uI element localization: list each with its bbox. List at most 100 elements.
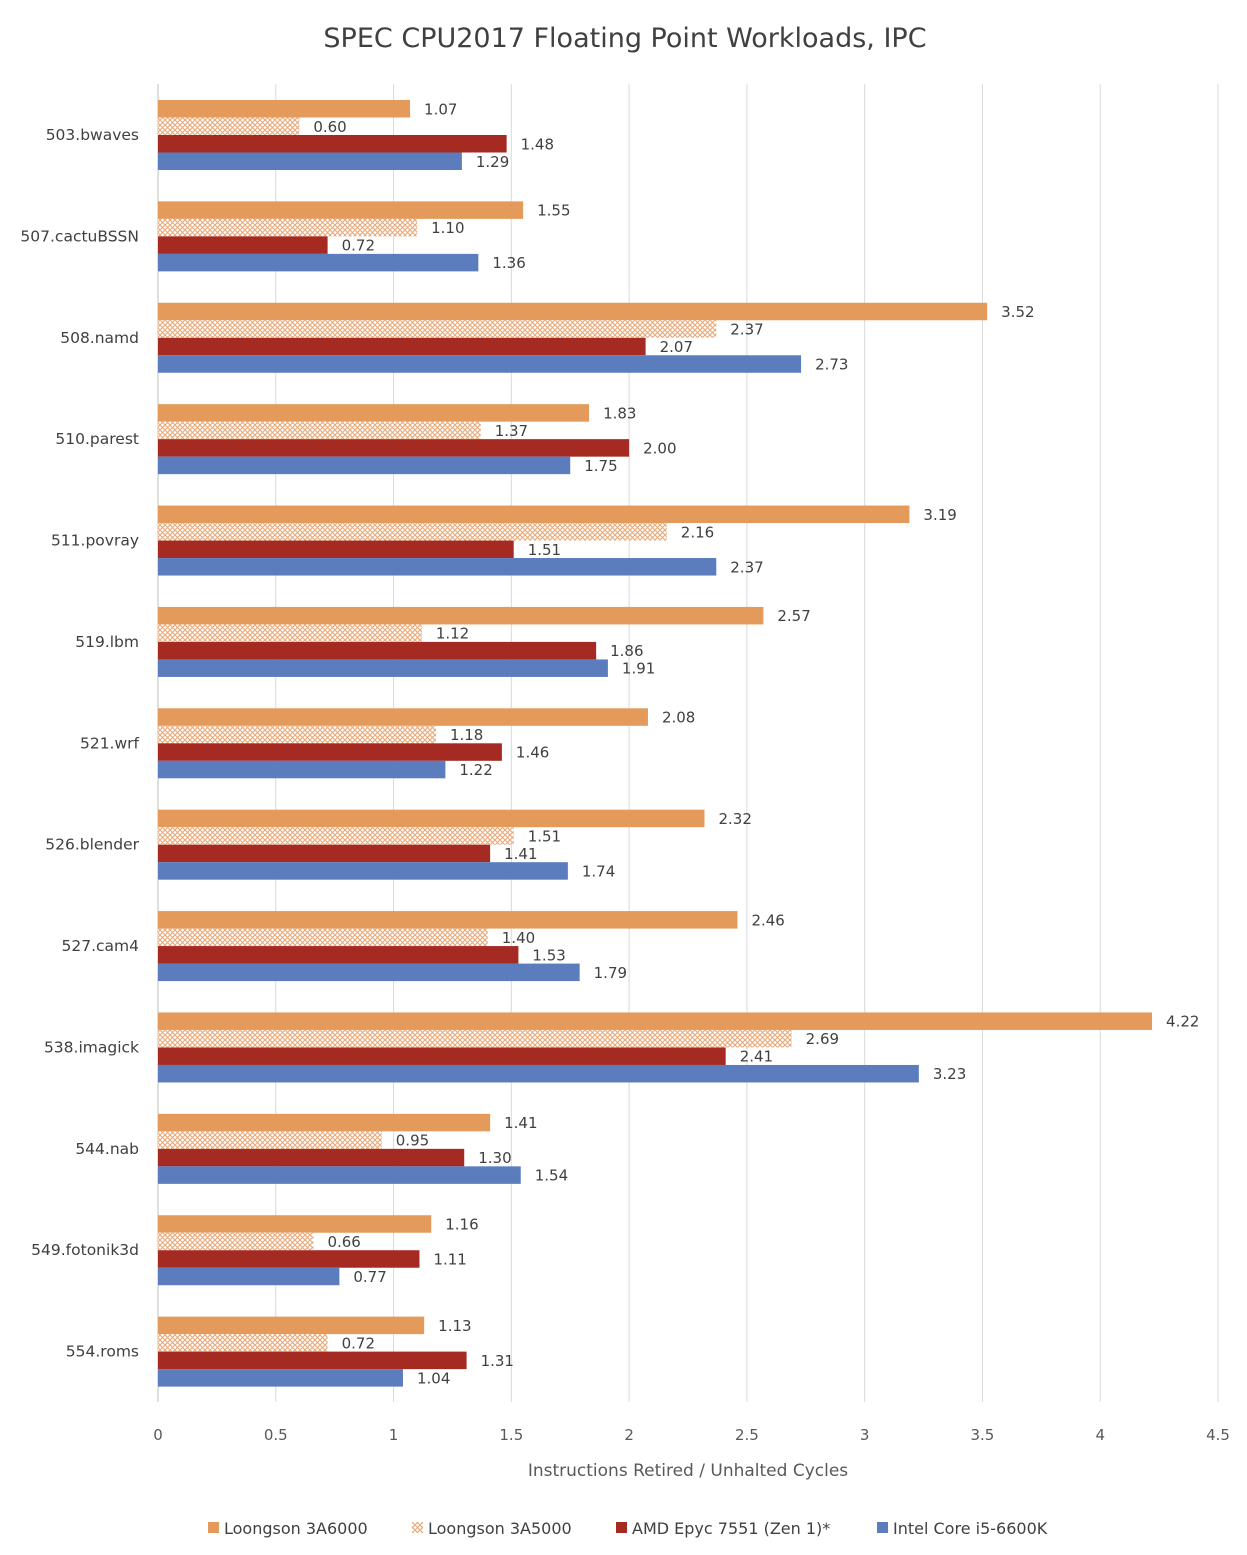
value-label-526-blender-amd-epyc-7551-zen-1: 1.41	[504, 845, 537, 863]
value-label-554-roms-intel-core-i5-6600k: 1.04	[417, 1369, 450, 1387]
bar-526-blender-loongson-3a5000	[158, 827, 514, 845]
bar-538-imagick-intel-core-i5-6600k	[158, 1064, 919, 1083]
legend: Loongson 3A6000 Loongson 3A5000 AMD Epyc 7…	[208, 1519, 1048, 1538]
bar-521-wrf-amd-epyc-7551-zen-1	[158, 743, 502, 761]
x-tick-label: 1.5	[499, 1426, 523, 1444]
value-label-527-cam4-amd-epyc-7551-zen-1: 1.53	[532, 946, 565, 964]
x-tick-label: 4.5	[1206, 1426, 1230, 1444]
value-label-521-wrf-intel-core-i5-6600k: 1.22	[459, 761, 492, 779]
category-label-526-blender: 526.blender	[45, 836, 139, 854]
x-tick-label: 2.5	[735, 1426, 759, 1444]
bar-544-nab-intel-core-i5-6600k	[158, 1166, 521, 1184]
value-label-510-parest-loongson-3a5000: 1.37	[495, 422, 528, 440]
value-label-507-cactubssn-intel-core-i5-6600k: 1.36	[492, 254, 525, 272]
category-label-508-namd: 508.namd	[60, 329, 139, 347]
bar-519-lbm-intel-core-i5-6600k	[158, 659, 608, 677]
value-label-521-wrf-loongson-3a6000: 2.08	[662, 709, 695, 727]
bar-526-blender-loongson-3a6000	[158, 809, 705, 828]
value-label-538-imagick-loongson-3a6000: 4.22	[1166, 1013, 1199, 1031]
category-label-538-imagick: 538.imagick	[44, 1038, 139, 1056]
bar-549-fotonik3d-loongson-3a5000	[158, 1232, 314, 1251]
bar-507-cactubssn-amd-epyc-7551-zen-1	[158, 236, 328, 254]
value-label-507-cactubssn-loongson-3a6000: 1.55	[537, 202, 570, 220]
bar-554-roms-amd-epyc-7551-zen-1	[158, 1351, 467, 1370]
value-label-503-bwaves-amd-epyc-7551-zen-1: 1.48	[521, 135, 554, 153]
value-label-527-cam4-loongson-3a6000: 2.46	[751, 911, 784, 929]
bar-510-parest-loongson-3a6000	[158, 404, 590, 422]
legend-label-amd-epyc-7551-zen-1: AMD Epyc 7551 (Zen 1)*	[632, 1519, 830, 1538]
value-label-544-nab-intel-core-i5-6600k: 1.54	[535, 1167, 568, 1185]
x-tick-label: 2	[624, 1426, 634, 1444]
value-label-511-povray-loongson-3a5000: 2.16	[681, 523, 714, 541]
value-label-526-blender-loongson-3a6000: 2.32	[718, 810, 751, 828]
bar-538-imagick-loongson-3a5000	[158, 1029, 792, 1048]
bar-526-blender-intel-core-i5-6600k	[158, 862, 568, 880]
bar-549-fotonik3d-intel-core-i5-6600k	[158, 1267, 340, 1286]
legend-label-intel-core-i5-6600k: Intel Core i5-6600K	[893, 1519, 1048, 1538]
x-tick-label: 4	[1095, 1426, 1105, 1444]
bar-527-cam4-loongson-3a6000	[158, 911, 738, 929]
value-label-519-lbm-intel-core-i5-6600k: 1.91	[622, 660, 655, 678]
bar-507-cactubssn-loongson-3a6000	[158, 201, 524, 219]
value-label-508-namd-loongson-3a6000: 3.52	[1001, 303, 1034, 321]
bar-527-cam4-intel-core-i5-6600k	[158, 963, 580, 982]
bar-544-nab-amd-epyc-7551-zen-1	[158, 1148, 465, 1167]
value-label-519-lbm-loongson-3a6000: 2.57	[777, 607, 810, 625]
bar-510-parest-loongson-3a5000	[158, 421, 481, 440]
value-label-544-nab-amd-epyc-7551-zen-1: 1.30	[478, 1149, 511, 1167]
category-label-554-roms: 554.roms	[66, 1343, 139, 1361]
category-label-521-wrf: 521.wrf	[80, 734, 140, 752]
legend-swatch-amd-epyc-7551-zen-1	[616, 1522, 627, 1533]
value-label-544-nab-loongson-3a6000: 1.41	[504, 1114, 537, 1132]
bar-510-parest-amd-epyc-7551-zen-1	[158, 439, 630, 457]
legend-label-loongson-3a6000: Loongson 3A6000	[224, 1519, 368, 1538]
bar-503-bwaves-loongson-3a5000	[158, 117, 300, 135]
bar-521-wrf-loongson-3a5000	[158, 725, 436, 744]
bar-554-roms-loongson-3a6000	[158, 1316, 425, 1335]
value-label-511-povray-loongson-3a6000: 3.19	[923, 506, 956, 524]
legend-swatch-loongson-3a5000	[412, 1522, 423, 1533]
category-label-511-povray: 511.povray	[51, 532, 139, 550]
value-label-538-imagick-amd-epyc-7551-zen-1: 2.41	[740, 1048, 773, 1066]
x-tick-label: 3.5	[971, 1426, 995, 1444]
legend-swatch-intel-core-i5-6600k	[877, 1522, 888, 1533]
value-label-549-fotonik3d-amd-epyc-7551-zen-1: 1.11	[433, 1250, 466, 1268]
bar-519-lbm-loongson-3a6000	[158, 606, 764, 625]
category-label-510-parest: 510.parest	[55, 430, 139, 448]
value-label-503-bwaves-loongson-3a5000: 0.60	[313, 118, 346, 136]
value-label-554-roms-amd-epyc-7551-zen-1: 1.31	[481, 1352, 514, 1370]
bar-527-cam4-loongson-3a5000	[158, 928, 488, 947]
x-axis-title: Instructions Retired / Unhalted Cycles	[528, 1461, 848, 1481]
bar-511-povray-loongson-3a5000	[158, 523, 667, 541]
value-label-538-imagick-intel-core-i5-6600k: 3.23	[933, 1065, 966, 1083]
value-label-544-nab-loongson-3a5000: 0.95	[396, 1132, 429, 1150]
bar-544-nab-loongson-3a5000	[158, 1131, 382, 1149]
value-label-549-fotonik3d-intel-core-i5-6600k: 0.77	[353, 1268, 386, 1286]
value-label-554-roms-loongson-3a5000: 0.72	[342, 1334, 375, 1352]
legend-swatch-loongson-3a6000	[208, 1522, 219, 1533]
value-label-521-wrf-amd-epyc-7551-zen-1: 1.46	[516, 744, 549, 762]
bar-538-imagick-amd-epyc-7551-zen-1	[158, 1047, 726, 1065]
bar-538-imagick-loongson-3a6000	[158, 1012, 1153, 1030]
bar-511-povray-intel-core-i5-6600k	[158, 558, 717, 576]
value-label-503-bwaves-loongson-3a6000: 1.07	[424, 100, 457, 118]
value-label-508-namd-intel-core-i5-6600k: 2.73	[815, 356, 848, 374]
value-label-526-blender-loongson-3a5000: 1.51	[528, 827, 561, 845]
category-label-549-fotonik3d: 549.fotonik3d	[31, 1241, 139, 1259]
bar-511-povray-loongson-3a6000	[158, 505, 910, 524]
bar-519-lbm-amd-epyc-7551-zen-1	[158, 641, 597, 660]
category-label-503-bwaves: 503.bwaves	[46, 126, 139, 144]
x-tick-label: 0.5	[264, 1426, 288, 1444]
value-label-527-cam4-intel-core-i5-6600k: 1.79	[594, 964, 627, 982]
bar-508-namd-intel-core-i5-6600k	[158, 355, 802, 373]
bar-521-wrf-loongson-3a6000	[158, 708, 648, 726]
bar-519-lbm-loongson-3a5000	[158, 624, 422, 642]
bar-508-namd-loongson-3a5000	[158, 320, 717, 338]
x-tick-label: 1	[389, 1426, 399, 1444]
value-label-508-namd-amd-epyc-7551-zen-1: 2.07	[660, 338, 693, 356]
legend-label-loongson-3a5000: Loongson 3A5000	[428, 1519, 572, 1538]
value-label-549-fotonik3d-loongson-3a5000: 0.66	[327, 1233, 360, 1251]
x-tick-label: 0	[153, 1426, 163, 1444]
bar-544-nab-loongson-3a6000	[158, 1113, 491, 1132]
bar-511-povray-amd-epyc-7551-zen-1	[158, 540, 514, 559]
